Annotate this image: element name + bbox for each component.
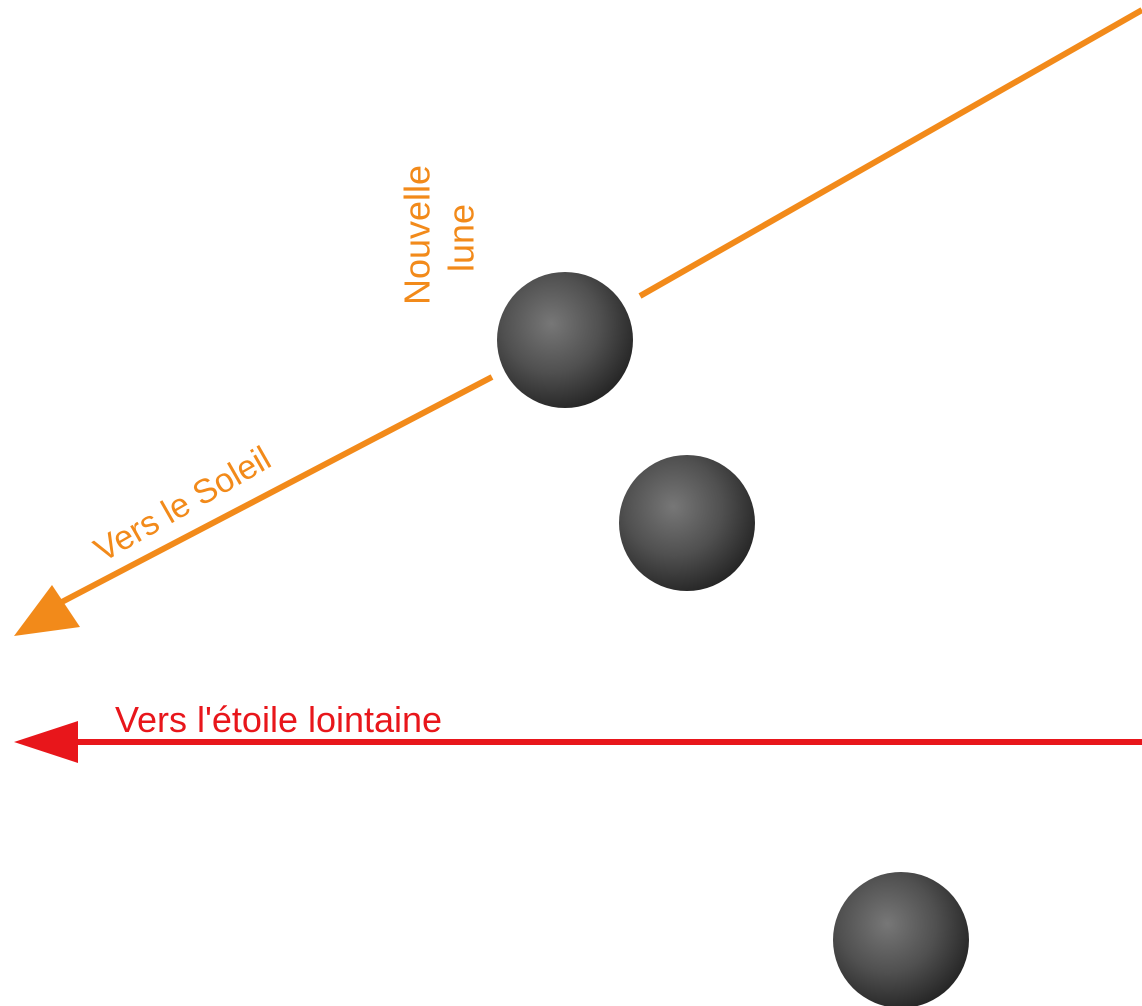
moon xyxy=(497,272,633,408)
sun-line-lower xyxy=(58,377,492,604)
sun-arrowhead xyxy=(14,585,80,636)
new-moon-label: lune xyxy=(441,204,482,272)
new-moon-label: Nouvelle xyxy=(397,165,438,305)
moon xyxy=(833,872,969,1006)
star-label: Vers l'étoile lointaine xyxy=(115,699,442,740)
moon xyxy=(619,455,755,591)
page: Nouvelle lune Vers le Soleil Vers l'étoi… xyxy=(0,0,1142,1006)
diagram: Nouvelle lune Vers le Soleil Vers l'étoi… xyxy=(0,0,1142,1006)
star-arrowhead xyxy=(14,721,78,763)
sun-line-upper xyxy=(640,10,1142,296)
